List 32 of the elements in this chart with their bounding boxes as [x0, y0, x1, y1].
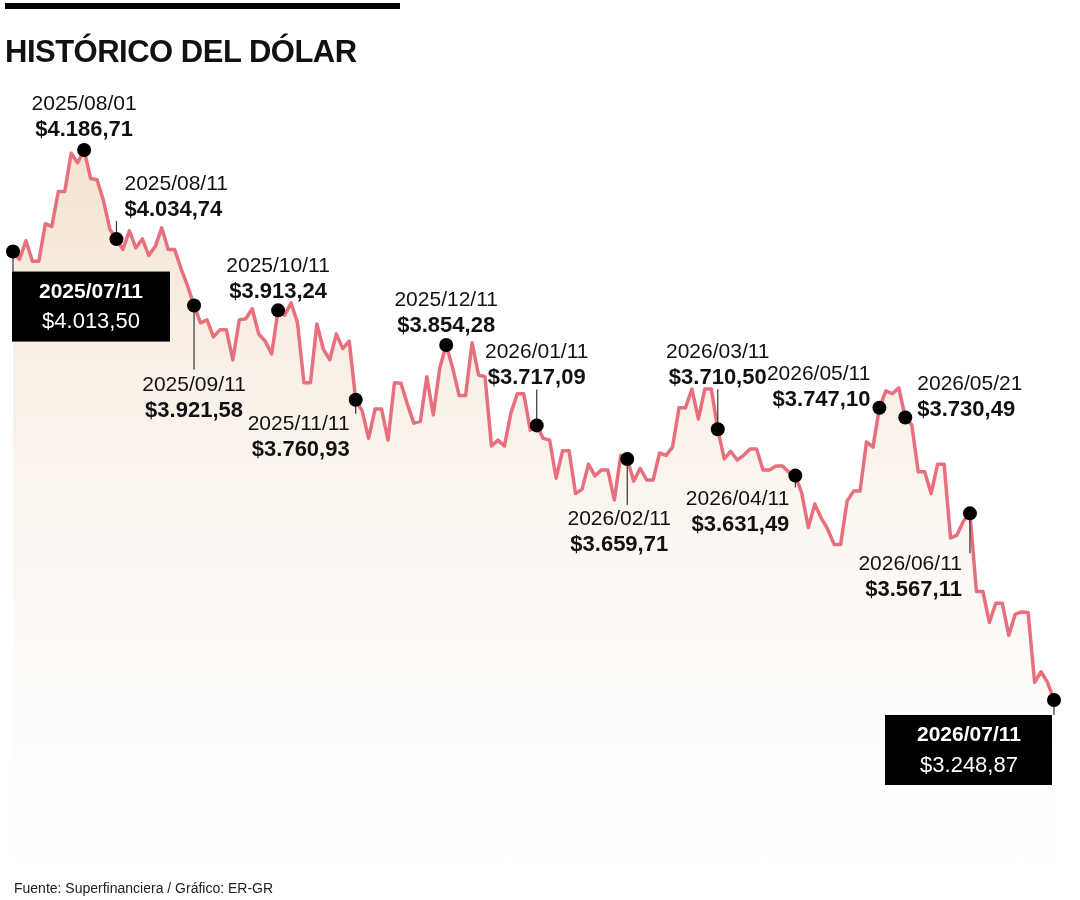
annotation: 2026/06/11: [858, 551, 962, 575]
annotation: 2025/10/11: [226, 253, 330, 277]
annotation: 2025/07/11: [39, 278, 144, 302]
data-label: $3.730,49: [917, 395, 1016, 421]
data-label: $3.854,28: [397, 311, 496, 337]
data-label: $4.186,71: [35, 116, 134, 141]
annotation: 2025/09/11: [142, 372, 246, 396]
data-label: $3.921,58: [145, 397, 243, 423]
data-label: $3.710,50: [668, 364, 767, 390]
data-label: $3.717,09: [487, 364, 586, 390]
data-label: $3.631,49: [691, 510, 790, 536]
data-label: $3.760,93: [251, 435, 350, 461]
annotation: 2026/02/11: [567, 506, 672, 530]
annotation: 2026/05/11: [766, 360, 871, 384]
data-label: $4.034,74: [124, 196, 224, 222]
annotation: 2025/12/11: [394, 286, 498, 310]
chart-title: HISTÓRICO DEL DÓLAR: [5, 34, 357, 70]
text: 2025/08/01: [31, 91, 137, 114]
annotation: Fuente: Superfinanciera / Gráfico: ER-GR: [14, 880, 274, 896]
data-label: $3.567,11: [865, 576, 962, 602]
annotation: 2026/04/11: [685, 485, 790, 509]
data-label: $3.913,24: [229, 278, 328, 304]
annotation: 2026/05/21: [917, 370, 1023, 394]
annotation: 2026/01/11: [484, 339, 589, 363]
data-label: $4.013,50: [42, 307, 140, 333]
data-label: $3.747,10: [772, 385, 871, 411]
annotation: 2026/07/11: [917, 721, 1022, 745]
annotation: 2026/03/11: [666, 339, 770, 363]
annotation: 2025/11/11: [247, 410, 350, 434]
data-label: $3.659,71: [570, 531, 669, 557]
annotation: 2025/08/11: [124, 171, 228, 195]
data-label: $3.248,87: [920, 751, 1018, 777]
